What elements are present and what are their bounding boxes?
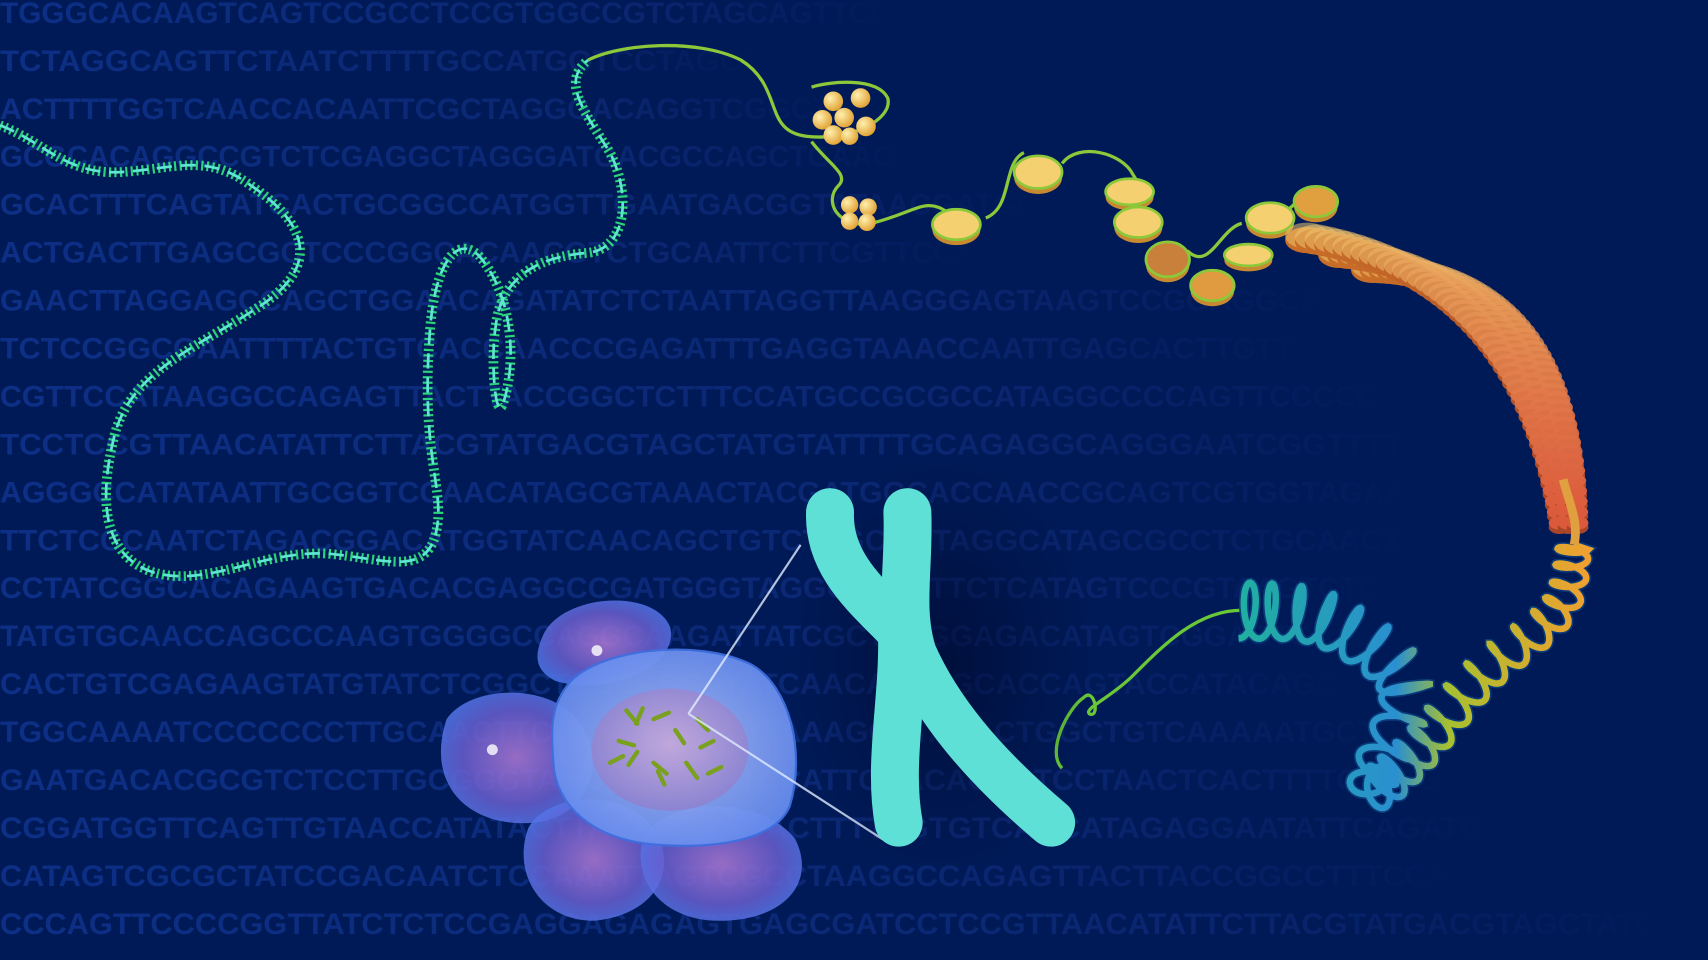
histone-bead (850, 88, 871, 108)
nucleosome (1144, 240, 1191, 279)
helix-strand (0, 58, 625, 578)
coil-thread (1558, 478, 1580, 546)
histone-bead (840, 127, 859, 145)
sequence-row: ACTTTTGGTCAACCACAATTCGCTAGGGACAGGTCGGCTT (0, 93, 850, 126)
cells (440, 544, 883, 921)
histone-bead (823, 91, 844, 112)
histone-bead (812, 110, 833, 130)
highlight (591, 645, 603, 656)
nucleosome (1189, 268, 1236, 303)
dna-thread (587, 43, 890, 139)
nucleosome (1104, 177, 1155, 207)
histone-bead (840, 212, 859, 230)
sequence-row: TTCTCCCAATCTAGACGGACATGGTATCAACAGCTGTCTA… (0, 524, 1423, 557)
sequence-row: TCCTCCGTTAACATATTCTTACGTATGACGTAGCTATGTA… (0, 428, 1423, 461)
coil (1238, 541, 1595, 812)
sequence-row: CCTATCGGCACAGAAGTGACACGAGGCCGATGGGTAGGCA… (0, 572, 1402, 605)
sequence-row: CCCAGTTCCCCGGTTATCTCTCCGAGGAGAGAGTGAGCGA… (0, 908, 1678, 941)
histone-bead (856, 116, 876, 137)
chromatin-fiber (1285, 222, 1589, 534)
histone-bead (859, 198, 877, 216)
sequence-row: TGGGCACAAGTCAGTCCGCCTCCGTGGCCGTCTAGCAGTT… (0, 0, 892, 30)
sequence-row: AGGGCCATATAATTGCGGTCCAACATAGCGTAAACTACGA… (0, 476, 1423, 509)
chromosomes-mini (607, 706, 724, 787)
nucleus (591, 688, 749, 811)
nucleosome (1012, 154, 1064, 190)
nucleosome (1244, 201, 1296, 235)
nucleosome (1112, 205, 1164, 239)
chromatid (881, 488, 1076, 847)
nucleosome (1222, 242, 1274, 268)
sequence-row: TATGTGCAACCAGCCCAAGTGGGGCCAGGCAAGATTATCG… (0, 620, 1381, 653)
dna-helix (0, 43, 1314, 581)
histone-bead (840, 196, 859, 214)
nucleosome (931, 207, 982, 242)
sequence-row: TCTCCGGCGAATTTTACTGTCACCAACCCGAGATTTGAGG… (0, 332, 1317, 365)
sequence-row: GCGCACAGGCCGTCTCGAGGCTAGGGATGACGCCAGCTGA… (0, 141, 913, 174)
nucleosome (1292, 184, 1340, 219)
histone-bead (823, 125, 844, 145)
histone-clusters (812, 88, 877, 232)
histone-bead (858, 213, 876, 232)
highlight (486, 744, 498, 756)
sequence-row: CGTTCCATAAGGCCAGAGTTACTTACCGGCTCTTTCCATG… (0, 380, 1402, 413)
x-chromosome (789, 457, 1095, 872)
nucleosomes (931, 154, 1340, 307)
sequence-row: GAACTTAGGAGCCAGCTGGAACAGATATCTCTAATTAGGT… (0, 285, 1338, 318)
sequence-row: TCTAGGCAGTTCTAATCTTTTGCCATGGTCCTAGCC (0, 45, 765, 78)
sequence-row: ACTGACTTGAGCGCTCCCGGCACAACGTCTGCAATTCTTC… (0, 237, 977, 270)
histone-bead (834, 107, 854, 128)
sequence-row: GCACTTTCAGTATCACTGCGGCCATGGTTGAATGACGGTA… (0, 189, 1041, 222)
